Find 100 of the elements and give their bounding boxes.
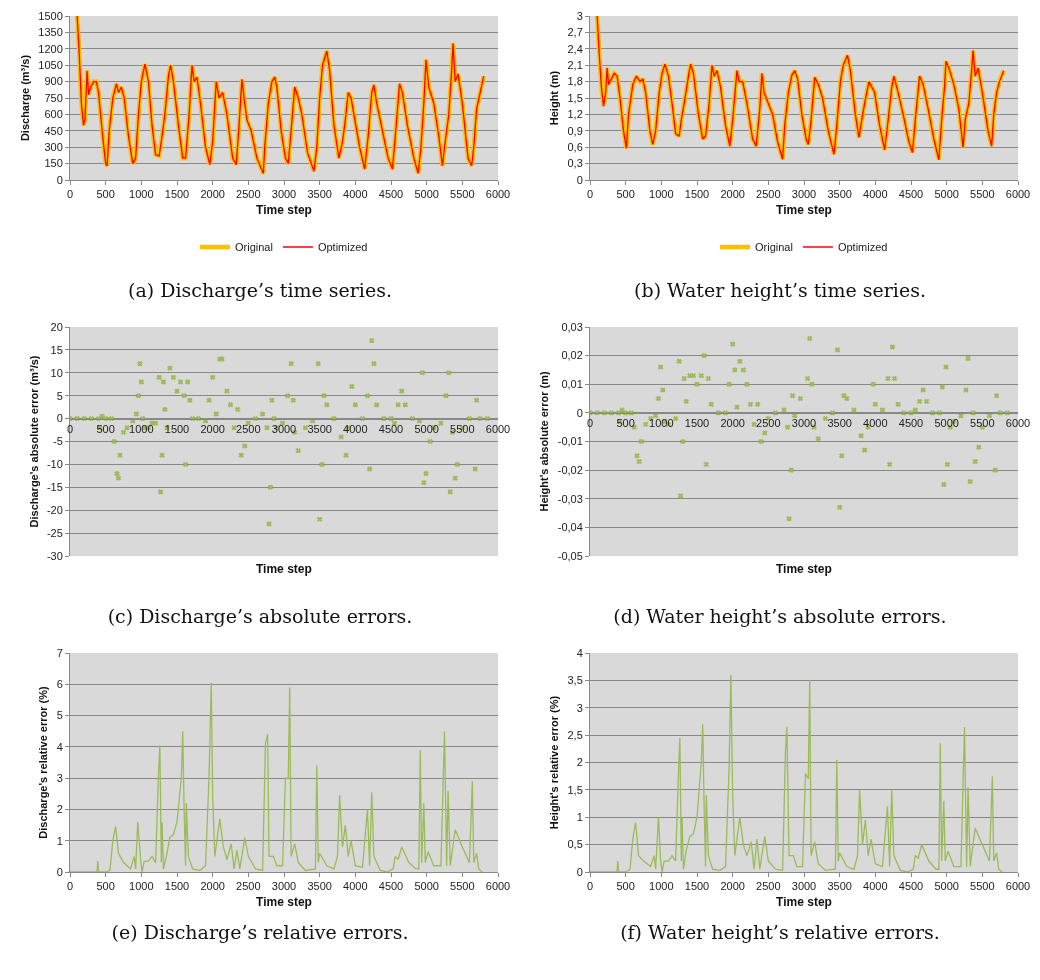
y-tick-label: 0	[576, 865, 583, 878]
x-tick-label: 2000	[200, 422, 225, 435]
x-tick-label: 6000	[1005, 188, 1031, 201]
y-tick-label: 0	[576, 406, 583, 419]
legend-label: Optimized	[317, 241, 368, 254]
x-tick-label: 1000	[129, 422, 154, 435]
y-tick-label: 1500	[38, 9, 63, 22]
x-tick-label: 1500	[164, 188, 190, 201]
legend-label: Original	[755, 241, 793, 254]
y-tick-label: -25	[46, 526, 63, 539]
y-tick-label: 1,8	[567, 75, 583, 88]
y-tick-label: 600	[44, 108, 63, 121]
y-tick-label: 1,5	[567, 91, 583, 104]
text: (f) Water height’s relative errors.	[619, 920, 941, 945]
y-tick-label: -0,02	[557, 463, 583, 476]
x-tick-label: 0	[66, 880, 74, 893]
x-tick-label: 6000	[1005, 417, 1031, 430]
y-tick-label: 7	[56, 646, 63, 659]
y-tick-label: 2,5	[567, 728, 583, 741]
y-tick-label: 3	[576, 9, 583, 22]
x-tick-label: 0	[586, 880, 594, 893]
y-tick-label: 0,03	[561, 320, 583, 333]
y-tick-label: 0,02	[561, 349, 583, 362]
x-axis-title: Time step	[256, 895, 312, 910]
x-tick-label: 2500	[236, 188, 261, 201]
y-tick-label: 5	[56, 709, 63, 722]
x-tick-label: 500	[616, 880, 635, 893]
y-tick-label: 900	[44, 75, 63, 88]
x-tick-label: 1500	[164, 422, 190, 435]
x-tick-label: 2000	[720, 188, 745, 201]
x-tick-label: 2500	[236, 880, 261, 893]
y-tick-label: 0,01	[561, 378, 583, 391]
text: (a) Discharge’s time series.	[127, 278, 393, 303]
x-tick-label: 1000	[649, 188, 674, 201]
y-tick-label: 3	[56, 771, 63, 784]
x-tick-label: 4500	[898, 880, 924, 893]
y-tick-label: 0	[56, 173, 63, 186]
x-tick-label: 2000	[720, 417, 745, 430]
x-tick-label: 1000	[129, 188, 154, 201]
x-tick-label: 5000	[414, 880, 439, 893]
x-tick-label: 5000	[414, 422, 439, 435]
y-tick-label: 1	[576, 811, 583, 824]
y-tick-label: 20	[50, 320, 63, 333]
y-axis-title: Discharge's absolute error (m³/s)	[27, 355, 40, 528]
x-tick-label: 4000	[863, 417, 888, 430]
y-tick-label: 1,5	[567, 783, 583, 796]
y-tick-label: 2	[576, 756, 583, 769]
y-tick-label: 2,4	[567, 42, 583, 55]
x-tick-label: 500	[616, 188, 635, 201]
x-tick-label: 3500	[307, 422, 332, 435]
x-tick-label: 4500	[378, 188, 404, 201]
y-tick-label: -20	[46, 504, 63, 517]
y-tick-label: 15	[50, 343, 63, 356]
x-tick-label: 4500	[378, 422, 404, 435]
x-tick-label: 6000	[1005, 880, 1031, 893]
x-tick-label: 500	[96, 188, 115, 201]
x-tick-label: 5500	[970, 188, 995, 201]
y-tick-label: -0,05	[557, 549, 583, 562]
x-tick-label: 2500	[756, 880, 781, 893]
x-tick-label: 1000	[649, 880, 674, 893]
x-tick-label: 3500	[307, 188, 332, 201]
x-tick-label: 2000	[720, 880, 745, 893]
y-tick-label: 2	[56, 803, 63, 816]
x-tick-label: 4500	[898, 417, 924, 430]
y-tick-label: 1	[56, 834, 63, 847]
y-tick-label: -0,04	[557, 521, 583, 534]
x-tick-label: 6000	[485, 422, 511, 435]
y-tick-label: -0,01	[557, 435, 583, 448]
x-tick-label: 3000	[791, 188, 817, 201]
y-tick-label: -15	[46, 481, 63, 494]
x-axis-title: Time step	[256, 203, 312, 218]
y-tick-label: -30	[46, 549, 63, 562]
y-axis-title: Discharge's relative error (%)	[37, 685, 50, 839]
x-tick-label: 500	[616, 417, 635, 430]
x-axis-title: Time step	[776, 203, 832, 218]
x-tick-label: 5500	[450, 188, 475, 201]
x-axis-title: Time step	[776, 895, 832, 910]
y-tick-label: 0,5	[567, 838, 583, 851]
y-tick-label: 1,2	[567, 108, 583, 121]
y-tick-label: -5	[53, 435, 63, 448]
y-tick-label: 3,5	[567, 674, 583, 687]
x-tick-label: 500	[96, 880, 115, 893]
x-tick-label: 3500	[827, 417, 852, 430]
x-tick-label: 0	[66, 422, 74, 435]
y-tick-label: -0,03	[557, 492, 583, 505]
y-tick-label: 1050	[38, 59, 63, 72]
y-tick-label: 4	[576, 646, 583, 659]
x-tick-label: 6000	[485, 880, 511, 893]
x-axis-title: Time step	[776, 562, 832, 576]
x-tick-label: 4000	[343, 422, 368, 435]
y-tick-label: 4	[56, 740, 63, 753]
y-tick-label: 0,6	[567, 141, 583, 154]
text: (d) Water height’s absolute errors.	[612, 604, 948, 629]
y-tick-label: 750	[44, 91, 63, 104]
text: (e) Discharge’s relative errors.	[110, 920, 410, 945]
y-tick-label: 6	[56, 678, 63, 691]
x-tick-label: 2500	[756, 417, 781, 430]
y-tick-label: 3	[576, 701, 583, 714]
legend-label: Original	[235, 241, 273, 254]
x-tick-label: 1500	[684, 880, 710, 893]
